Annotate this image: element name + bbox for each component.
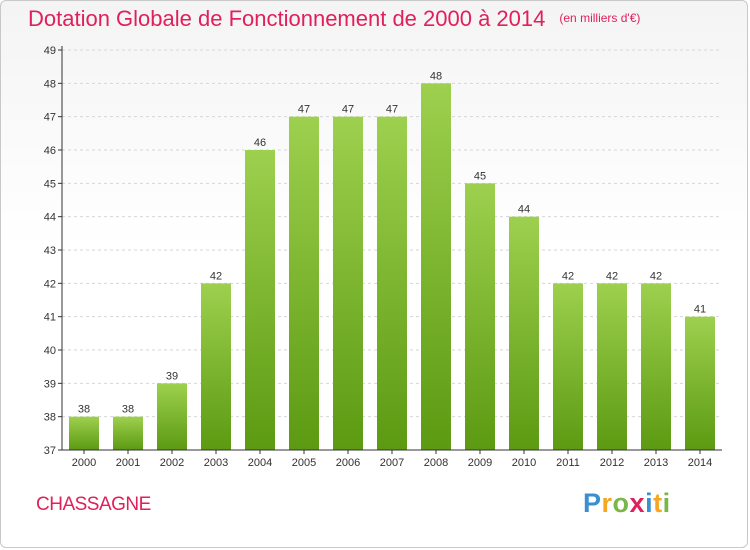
bar-2002 <box>157 383 187 450</box>
value-label: 42 <box>650 270 662 282</box>
bar-2014 <box>685 316 715 450</box>
value-label: 47 <box>386 104 398 116</box>
value-label: 46 <box>254 137 266 149</box>
x-tick-label: 2006 <box>336 457 360 469</box>
bar-2013 <box>641 283 671 450</box>
x-tick-label: 2001 <box>116 457 140 469</box>
x-tick-label: 2002 <box>160 457 184 469</box>
bar-2000 <box>69 416 99 450</box>
bar-2001 <box>113 416 143 450</box>
value-label: 42 <box>562 270 574 282</box>
value-label: 42 <box>210 270 222 282</box>
y-tick-label: 46 <box>44 145 56 157</box>
x-tick-label: 2013 <box>644 457 668 469</box>
bar-2009 <box>465 183 495 451</box>
bar-2004 <box>245 150 275 450</box>
bar-2011 <box>553 283 583 450</box>
value-label: 44 <box>518 204 530 216</box>
x-tick-label: 2008 <box>424 457 448 469</box>
x-tick-label: 2012 <box>600 457 624 469</box>
y-tick-label: 49 <box>44 45 56 57</box>
y-tick-label: 39 <box>44 378 56 390</box>
y-tick-label: 42 <box>44 278 56 290</box>
y-tick-label: 37 <box>44 445 56 457</box>
y-tick-label: 48 <box>44 78 56 90</box>
brand-letter: t <box>653 488 663 518</box>
labels: 37 38 39 40 41 42 43 44 45 46 47 48 49 38 2000 38 2001 39… <box>44 45 712 469</box>
x-tick-label: 2000 <box>72 457 96 469</box>
value-label: 47 <box>342 104 354 116</box>
x-tick-label: 2010 <box>512 457 536 469</box>
brand-letter: i <box>645 488 654 518</box>
y-tick-label: 44 <box>44 212 56 224</box>
brand-letter: x <box>629 488 646 518</box>
brand-letter: o <box>612 488 630 518</box>
value-label: 42 <box>606 270 618 282</box>
bar-2007 <box>377 116 407 451</box>
bar-2003 <box>201 283 231 450</box>
chart-subtitle: (en milliers d'€) <box>559 11 641 25</box>
value-label: 47 <box>298 104 310 116</box>
bars <box>69 83 715 451</box>
brand-letter: r <box>601 488 613 518</box>
bar-2005 <box>289 116 319 451</box>
value-label: 41 <box>694 304 706 316</box>
chart-title-text: Dotation Globale de Fonctionnement de 20… <box>28 6 546 31</box>
y-tick-label: 45 <box>44 178 56 190</box>
value-label: 48 <box>430 70 442 82</box>
brand-letter: P <box>583 488 602 518</box>
commune-name: CHASSAGNE <box>36 494 151 515</box>
bar-2006 <box>333 116 363 451</box>
value-label: 38 <box>78 404 90 416</box>
value-label: 45 <box>474 170 486 182</box>
x-tick-label: 2007 <box>380 457 404 469</box>
bar-2012 <box>597 283 627 450</box>
y-tick-label: 38 <box>44 412 56 424</box>
y-tick-label: 40 <box>44 345 56 357</box>
bar-2010 <box>509 216 539 450</box>
y-tick-label: 41 <box>44 312 56 324</box>
x-tick-label: 2003 <box>204 457 228 469</box>
y-tick-label: 43 <box>44 245 56 257</box>
value-label: 39 <box>166 370 178 382</box>
axes <box>58 46 722 454</box>
x-tick-label: 2011 <box>556 457 580 469</box>
chart-title: Dotation Globale de Fonctionnement de 20… <box>28 6 640 32</box>
bar-2008 <box>421 83 451 450</box>
x-tick-label: 2014 <box>688 457 712 469</box>
x-tick-label: 2005 <box>292 457 316 469</box>
y-tick-label: 47 <box>44 112 56 124</box>
proxiti-logo: Proxiti <box>583 488 671 519</box>
x-tick-label: 2009 <box>468 457 492 469</box>
value-label: 38 <box>122 404 134 416</box>
x-tick-label: 2004 <box>248 457 272 469</box>
brand-letter: i <box>662 488 671 518</box>
